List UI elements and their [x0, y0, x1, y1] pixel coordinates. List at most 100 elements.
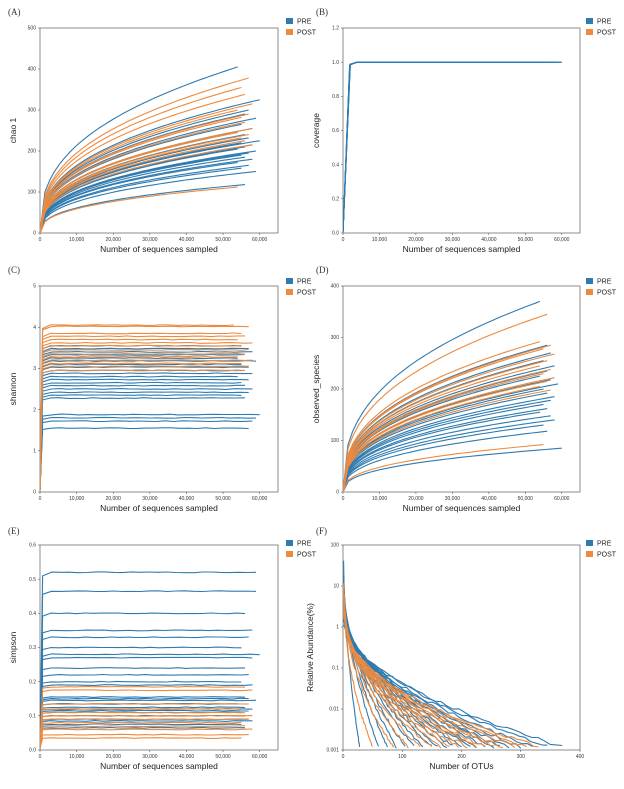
pre-series-line: [40, 360, 257, 490]
series-lines: [40, 324, 260, 490]
x-tick-label: 30,000: [142, 496, 158, 502]
legend-label-post: POST: [297, 552, 317, 559]
post-series-line: [40, 132, 238, 233]
panel-label: (B): [316, 7, 328, 17]
pre-series-line: [40, 156, 246, 233]
pre-series-line: [40, 375, 238, 490]
y-axis-label: chao 1: [8, 117, 18, 143]
x-tick-label: 400: [576, 754, 585, 760]
pre-series-line: [40, 397, 246, 490]
y-axis-label: simpson: [8, 631, 18, 663]
post-series-line: [343, 360, 548, 492]
pre-series-line: [343, 415, 551, 492]
y-tick-label: 0.0: [332, 231, 339, 237]
post-series-line: [343, 341, 541, 492]
plot-frame: [342, 27, 581, 234]
x-tick-label: 50,000: [215, 237, 231, 243]
x-tick-label: 40,000: [179, 754, 195, 760]
x-tick-label: 60,000: [252, 754, 268, 760]
y-tick-label: 0.4: [29, 611, 36, 617]
pre-series-line: [40, 99, 260, 233]
post-series-line: [40, 733, 249, 749]
post-series-line: [40, 711, 246, 749]
y-tick-label: 0.001: [326, 748, 339, 754]
x-tick-label: 300: [517, 754, 526, 760]
pre-series-line: [40, 680, 242, 749]
pre-series-line: [40, 391, 249, 490]
post-series-line: [343, 611, 504, 749]
pre-series-line: [40, 137, 249, 233]
legend: PRE POST: [286, 540, 317, 559]
legend-label-post: POST: [297, 290, 317, 297]
post-series-line: [40, 689, 253, 749]
legend-swatch-pre: [586, 540, 593, 546]
pre-series-line: [40, 357, 238, 490]
y-tick-label: 0.0: [29, 748, 36, 754]
y-tick-label: 1.0: [332, 60, 339, 66]
pre-series-line: [40, 347, 249, 490]
post-series-line: [343, 313, 548, 492]
x-tick-label: 30,000: [142, 754, 158, 760]
y-tick-label: 0: [336, 490, 339, 496]
pre-series-line: [40, 711, 242, 749]
post-series-line: [40, 341, 253, 490]
post-series-line: [40, 685, 246, 749]
y-tick-label: 300: [331, 335, 340, 341]
post-series-line: [40, 348, 249, 490]
post-series-line: [40, 369, 246, 490]
pre-series-line: [40, 167, 242, 233]
pre-series-line: [40, 427, 249, 490]
pre-series-line: [343, 618, 522, 749]
pre-series-line: [40, 394, 242, 490]
x-axis-label: Number of sequences sampled: [403, 244, 521, 254]
post-series-line: [343, 593, 433, 747]
x-tick-label: 10,000: [372, 496, 388, 502]
panel-label: (A): [8, 7, 21, 17]
pre-series-line: [343, 61, 562, 233]
post-series-line: [40, 324, 235, 490]
panel-label: (F): [316, 526, 327, 536]
pre-series-line: [343, 61, 548, 233]
panel-label: (E): [8, 526, 20, 536]
pre-series-line: [40, 369, 246, 490]
post-series-line: [343, 368, 551, 492]
legend-swatch-post: [586, 551, 593, 557]
pre-series-line: [343, 611, 486, 748]
pre-series-line: [40, 378, 249, 490]
y-tick-label: 5: [33, 284, 36, 290]
y-tick-label: 0.1: [332, 666, 339, 672]
x-tick-label: 20,000: [408, 496, 424, 502]
pre-series-line: [40, 699, 257, 749]
series-lines: [40, 571, 260, 749]
post-series-line: [40, 718, 249, 749]
pre-series-line: [40, 184, 246, 233]
pre-series-line: [343, 61, 540, 233]
post-series-line: [343, 614, 527, 748]
post-series-line: [343, 591, 421, 748]
legend-label-pre: PRE: [297, 541, 312, 548]
x-tick-label: 20,000: [408, 237, 424, 243]
x-tick-label: 40,000: [481, 237, 497, 243]
pre-series-line: [343, 61, 559, 233]
legend-label-pre: PRE: [297, 279, 312, 286]
post-series-line: [40, 737, 242, 749]
y-tick-label: 0.5: [29, 577, 36, 583]
post-series-line: [343, 389, 551, 492]
y-tick-label: 0.3: [29, 645, 36, 651]
x-tick-label: 0: [342, 754, 345, 760]
post-series-line: [343, 585, 394, 748]
legend: PRE POST: [586, 540, 617, 559]
pre-series-line: [40, 117, 257, 233]
post-series-line: [343, 583, 373, 747]
x-tick-label: 40,000: [179, 237, 195, 243]
y-tick-label: 1.2: [332, 26, 339, 32]
post-series-line: [40, 121, 246, 233]
y-tick-label: 400: [28, 67, 37, 73]
pre-series-line: [40, 170, 257, 233]
legend-label-post: POST: [597, 30, 617, 37]
panel-f: (F) 0 100 200 300 400 100 10 1 0.1 0.01 0.001 Number…: [305, 526, 617, 771]
pre-series-line: [40, 656, 253, 749]
y-axis-label: observed_species: [311, 355, 321, 424]
post-series-line: [40, 355, 238, 490]
y-tick-label: 100: [331, 438, 340, 444]
